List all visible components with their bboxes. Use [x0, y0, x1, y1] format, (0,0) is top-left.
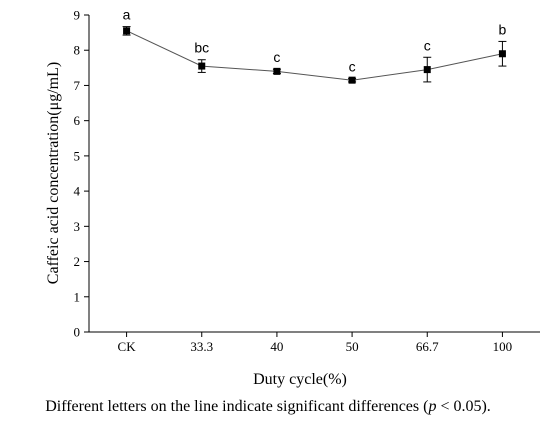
- x-tick-label-0: CK: [118, 339, 137, 354]
- axes: [88, 15, 540, 333]
- data-point-0: [123, 27, 131, 35]
- data-point-2: [273, 67, 281, 75]
- y-tick-label-2: 2: [74, 254, 81, 269]
- data-point-5: [498, 50, 506, 58]
- significance-label-1: bc: [194, 40, 209, 56]
- x-axis-label: Duty cycle(%): [253, 371, 347, 388]
- data-point-1: [198, 62, 206, 70]
- y-tick-label-5: 5: [74, 148, 81, 163]
- caption-part-2: < 0.05).: [436, 398, 490, 415]
- x-tick-label-1: 33.3: [190, 339, 213, 354]
- y-tick-label-6: 6: [74, 113, 81, 128]
- y-axis-label: Caffeic acid concentration(μg/mL): [45, 62, 62, 284]
- y-tick-label-8: 8: [74, 43, 81, 58]
- significance-label-0: a: [123, 7, 131, 23]
- significance-label-2: c: [273, 49, 280, 65]
- caption-p-value: p: [427, 398, 436, 415]
- x-ticks: CK 33.3 40 50 66.7 100: [118, 332, 513, 354]
- x-tick-label-2: 40: [270, 339, 283, 354]
- data-point-4: [423, 66, 431, 74]
- figure-caption: Different letters on the line indicate s…: [45, 398, 491, 415]
- series: a bc c c c b: [122, 7, 507, 84]
- data-point-3: [348, 76, 356, 84]
- y-ticks: 0 1 2 3 4 5 6 7 8 9: [74, 8, 89, 340]
- x-tick-label-5: 100: [493, 339, 513, 354]
- y-tick-label-7: 7: [74, 78, 81, 93]
- significance-label-5: b: [499, 21, 507, 37]
- significance-label-4: c: [424, 37, 431, 53]
- series-line-0: [126, 30, 503, 81]
- y-tick-label-0: 0: [74, 325, 81, 340]
- x-tick-label-3: 50: [346, 339, 359, 354]
- y-tick-label-9: 9: [74, 8, 81, 23]
- y-tick-label-4: 4: [74, 184, 81, 199]
- y-tick-label-1: 1: [74, 289, 81, 304]
- x-tick-label-4: 66.7: [416, 339, 439, 354]
- significance-label-3: c: [349, 58, 356, 74]
- caption-part-1: Different letters on the line indicate s…: [45, 398, 428, 415]
- y-tick-label-3: 3: [74, 219, 81, 234]
